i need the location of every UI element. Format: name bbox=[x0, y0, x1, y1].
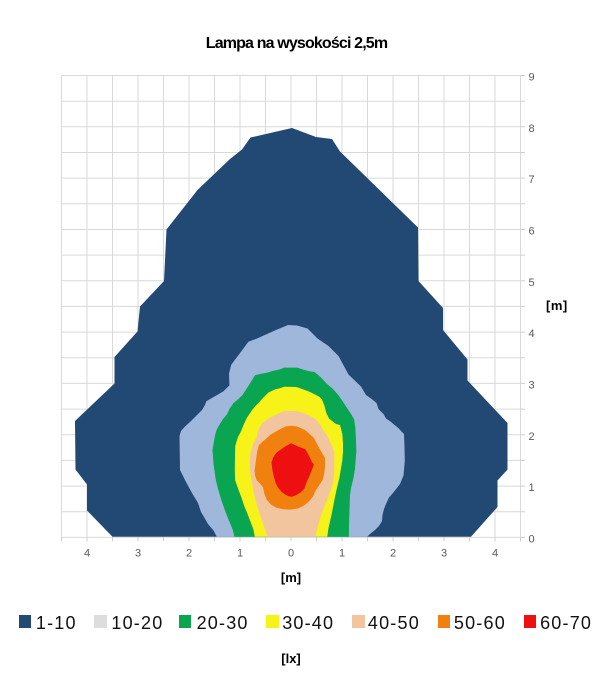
svg-text:9: 9 bbox=[529, 72, 535, 84]
svg-text:8: 8 bbox=[529, 123, 535, 135]
svg-text:2: 2 bbox=[529, 431, 535, 443]
svg-text:4: 4 bbox=[84, 547, 90, 559]
svg-text:3: 3 bbox=[441, 547, 447, 559]
svg-text:3: 3 bbox=[529, 379, 535, 391]
svg-text:0: 0 bbox=[529, 533, 535, 545]
svg-text:7: 7 bbox=[529, 174, 535, 186]
svg-text:2: 2 bbox=[186, 547, 192, 559]
svg-text:1: 1 bbox=[237, 547, 243, 559]
svg-text:1: 1 bbox=[529, 482, 535, 494]
svg-text:2: 2 bbox=[390, 547, 396, 559]
svg-text:4: 4 bbox=[529, 328, 535, 340]
svg-text:4: 4 bbox=[492, 547, 498, 559]
svg-text:1: 1 bbox=[339, 547, 345, 559]
svg-text:0: 0 bbox=[288, 547, 294, 559]
svg-text:5: 5 bbox=[529, 277, 535, 289]
svg-text:3: 3 bbox=[135, 547, 141, 559]
svg-text:6: 6 bbox=[529, 226, 535, 238]
